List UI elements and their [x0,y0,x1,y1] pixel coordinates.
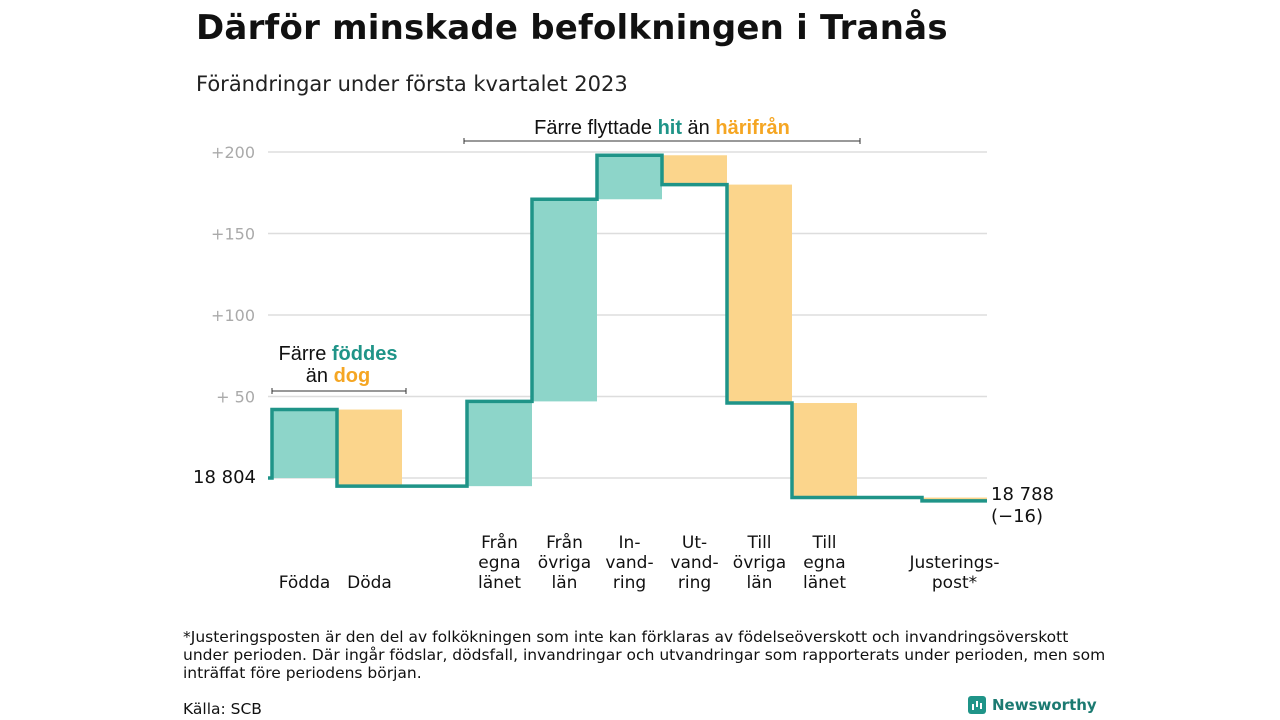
annotation-births-line1: Färre föddes [279,343,398,365]
bar-0 [272,409,337,478]
annotation-births-line2-part-0: än [306,365,334,387]
annotation-moves-part-2: än [682,117,715,139]
bar-7 [792,403,857,498]
annotation-births-line2-part-1: dog [334,365,371,387]
category-label-8-0: Justerings- [908,553,999,573]
category-label-0-0: Födda [279,573,331,593]
category-label-4-0: In- [619,533,641,553]
chart-title: Därför minskade befolkningen i Tranås [196,8,948,48]
brand-logo: Newsworthy [968,696,1097,714]
y-tick-label-0: +200 [211,143,255,162]
brand-name: Newsworthy [992,696,1097,714]
category-label-4-2: ring [613,573,646,593]
y-tick-label-2: +100 [211,306,255,325]
start-value-label: 18 804 [193,467,256,488]
footnote: *Justeringsposten är den del av folkökni… [183,628,1106,682]
end-change-label: (−16) [991,506,1043,527]
category-label-7-1: egna [803,553,845,573]
annotation-moves: Färre flyttade hit än härifrån [534,116,790,139]
bar-6 [727,184,792,404]
bar-4 [597,155,662,200]
source-label: Källa: SCB [183,700,262,718]
category-label-7-2: länet [803,573,846,593]
category-label-1-0: Döda [347,573,392,593]
annotation-moves-part-3: härifrån [715,116,789,139]
annotation-moves-part-1: hit [658,117,683,139]
bar-3 [532,199,597,402]
category-label-6-2: län [747,573,773,593]
category-label-3-0: Från [546,532,583,553]
chart-subtitle: Förändringar under första kvartalet 2023 [196,72,628,96]
category-label-5-2: ring [678,573,711,593]
category-label-4-1: vand- [605,553,653,573]
category-label-3-2: län [552,573,578,593]
category-label-5-0: Ut- [682,533,707,553]
end-value-label: 18 788 [991,484,1054,505]
category-label-2-1: egna [478,553,520,573]
category-label-7-0: Till [811,533,836,553]
category-label-6-1: övriga [733,553,786,573]
y-tick-label-1: +150 [211,225,255,244]
bar-5 [662,155,727,185]
cumulative-step-line [268,153,987,503]
annotation-births-line1-part-1: föddes [332,343,398,365]
annotation-moves-part-0: Färre flyttade [534,117,657,139]
annotation-births-line2: än dog [306,365,370,387]
category-label-2-0: Från [481,532,518,553]
newsworthy-icon [968,696,986,714]
category-label-2-2: länet [478,573,521,593]
annotation-births-line1-part-0: Färre [279,343,332,365]
waterfall-chart: +200 +150 +100 + 50 18 804 18 788(−16) Födda Dö… [193,116,1054,593]
bar-2 [467,401,532,487]
category-label-3-1: övriga [538,553,591,573]
y-tick-label-3: + 50 [216,388,255,407]
category-label-8-1: post* [932,573,977,593]
category-label-5-1: vand- [670,553,718,573]
bar-1 [337,409,402,487]
category-label-6-0: Till [746,533,771,553]
